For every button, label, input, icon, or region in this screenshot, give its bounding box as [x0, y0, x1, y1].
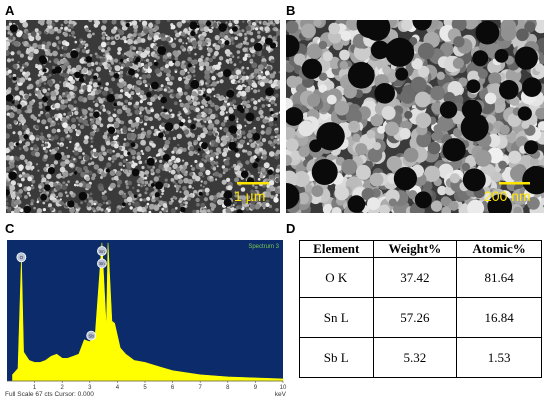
eds-footer-text: Full Scale 67 cts Cursor: 0.000 [5, 391, 94, 398]
header-weight: Weight% [372, 240, 458, 258]
scale-bar-b [499, 182, 530, 185]
eds-x-axis-label: keV [274, 391, 286, 398]
eds-peak-marker-label: O [20, 255, 24, 260]
table-cell-atomic: 16.84 [456, 297, 542, 338]
header-element: Element [299, 240, 374, 258]
composition-table: Element Weight% Atomic% O K 37.42 81.64 … [299, 240, 542, 378]
eds-spectrum-panel: O Sn Sn Sb Spectrum 3 1 2 3 4 5 6 7 8 9 10 Full Scale … [5, 238, 288, 398]
sem-texture-a [6, 20, 280, 213]
eds-peak-marker-4 [86, 330, 97, 341]
table-cell-atomic: 81.64 [456, 257, 542, 298]
eds-peak-marker-label: Sb [88, 333, 94, 338]
table-cell-element: Sn L [299, 297, 374, 338]
panel-a-letter: A [5, 3, 15, 18]
eds-peak-marker-label: Sn [99, 249, 105, 254]
table-row: Sb L 5.32 1.53 [299, 337, 542, 378]
header-atomic: Atomic% [456, 240, 542, 258]
eds-peak-marker-2 [97, 246, 107, 256]
table-row: Sn L 57.26 16.84 [299, 297, 542, 338]
eds-x-tick-label: 1 [33, 385, 37, 391]
table-cell-weight: 5.32 [372, 337, 458, 378]
table-cell-atomic: 1.53 [456, 337, 542, 378]
eds-peak-marker-1 [16, 252, 27, 263]
table-cell-weight: 37.42 [372, 257, 458, 298]
panel-c-letter: C [5, 221, 15, 236]
eds-chart-title: Spectrum 3 [248, 244, 279, 250]
eds-x-tick-label: 9 [254, 385, 258, 391]
eds-x-tick-label: 7 [199, 385, 203, 391]
eds-x-tick-label: 10 [280, 385, 287, 391]
table-header-row: Element Weight% Atomic% [299, 240, 542, 258]
scale-label-a: 1 µm [234, 188, 266, 204]
eds-peak-marker-label: Sn [99, 261, 105, 266]
eds-x-tick-label: 4 [116, 385, 120, 391]
table-cell-element: O K [299, 257, 374, 298]
sem-image-b [286, 20, 544, 213]
eds-x-tick-label: 6 [171, 385, 175, 391]
eds-x-tick-label: 2 [61, 385, 65, 391]
sem-texture-b [286, 20, 544, 213]
table-cell-element: Sb L [299, 337, 374, 378]
eds-x-tick-label: 8 [226, 385, 230, 391]
eds-spectrum-chart: O Sn Sn Sb Spectrum 3 1 2 3 4 5 6 7 8 9 10 [7, 240, 287, 391]
panel-d-letter: D [286, 221, 296, 236]
sem-image-a [6, 20, 280, 213]
table-cell-weight: 57.26 [372, 297, 458, 338]
scale-bar-a [237, 182, 269, 185]
table-row: O K 37.42 81.64 [299, 257, 542, 298]
scale-label-b: 200 nm [484, 188, 531, 204]
panel-b-letter: B [286, 3, 296, 18]
eds-peak-marker-3 [97, 258, 107, 269]
eds-x-tick-label: 5 [143, 385, 147, 391]
eds-x-tick-label: 3 [88, 385, 92, 391]
